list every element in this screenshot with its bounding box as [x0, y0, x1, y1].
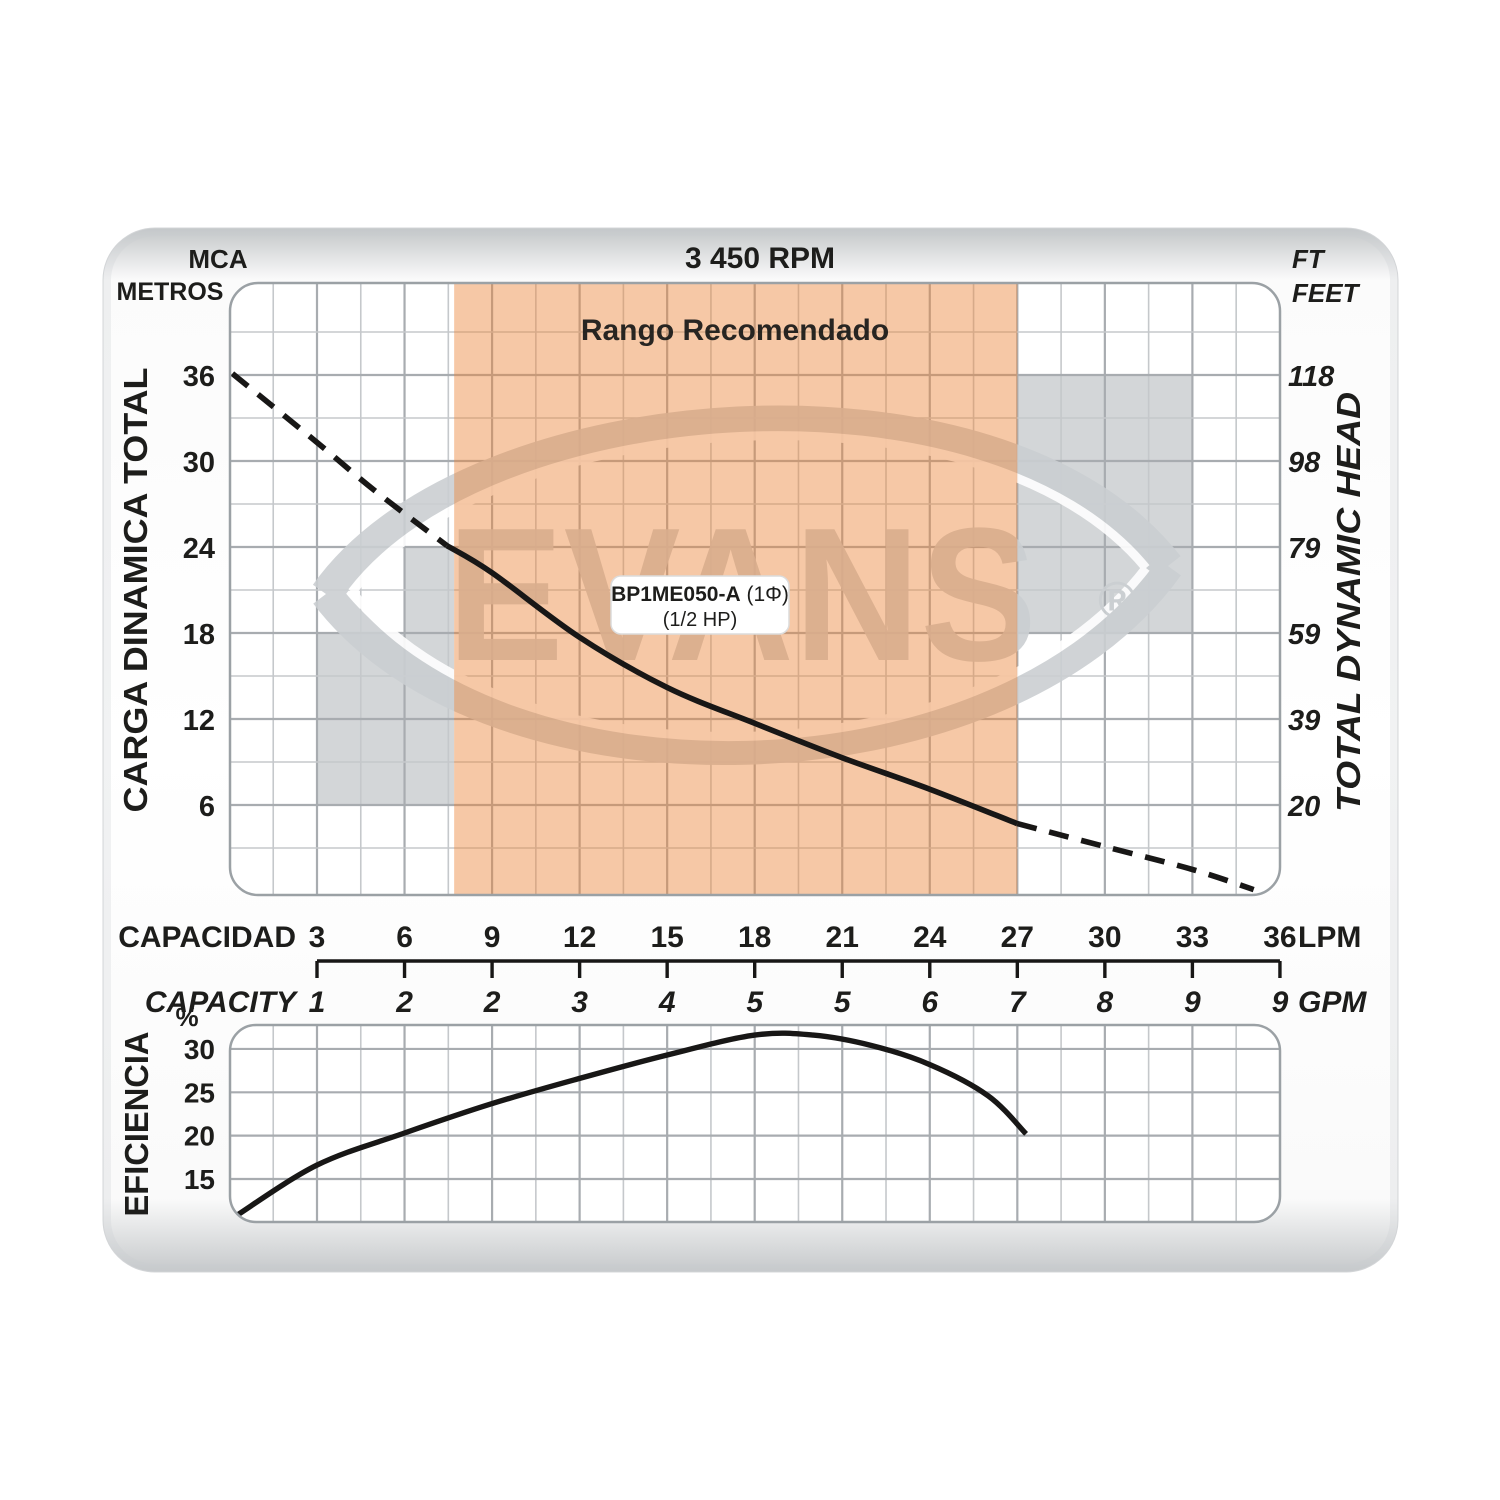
watermark-lens-white-top [348, 431, 1150, 595]
left-unit-metros: METROS [117, 278, 224, 306]
right-unit-ft: FT [1292, 244, 1326, 274]
watermark-lens-bottom-arc [313, 556, 1181, 766]
gpm-tick-label: 6 [921, 986, 938, 1019]
efficiency-tick-label: 15 [184, 1164, 215, 1195]
watermark-lens-top-arc [312, 405, 1181, 604]
gpm-tick-label: 3 [571, 986, 588, 1019]
lpm-tick-label: 36 [1263, 921, 1296, 954]
y-right-tick-label: 59 [1288, 619, 1320, 651]
model-number: BP1ME050-A [611, 583, 741, 606]
head-capacity-curve-dashed [1016, 820, 1255, 893]
lpm-tick-label: 6 [396, 921, 413, 954]
lpm-tick-label: 12 [563, 921, 596, 954]
efficiency-unit: % [175, 1002, 198, 1032]
gpm-tick-label: 8 [1097, 986, 1114, 1019]
y-left-tick-label: 30 [183, 447, 215, 479]
model-label-line2: (1/2 HP) [663, 609, 737, 631]
model-phase: (1Φ) [741, 583, 789, 606]
watermark-registered-icon: ® [1098, 572, 1136, 630]
capacity-unit-gpm: GPM [1298, 986, 1367, 1019]
head-capacity-curves [230, 371, 1255, 893]
card-inner-shade [103, 228, 1398, 1272]
right-unit-feet: FEET [1292, 278, 1361, 308]
efficiency-axis-title: EFICIENCIA [118, 1032, 155, 1217]
y-right-tick-label: 118 [1288, 361, 1335, 393]
gpm-tick-label: 5 [834, 986, 852, 1019]
lpm-tick-label: 27 [1001, 921, 1034, 954]
y-left-tick-label: 18 [183, 619, 215, 651]
model-label: BP1ME050-A (1Φ) (1/2 HP) [610, 575, 790, 635]
left-axis-tick-labels: 36 30 24 18 12 6 [183, 361, 215, 823]
gpm-tick-label: 9 [1272, 986, 1289, 1019]
efficiency-tick-label: 25 [184, 1077, 215, 1108]
capacity-label-en: CAPACITY [145, 986, 299, 1019]
y-left-tick-label: 12 [183, 705, 215, 737]
capacity-label-es: CAPACIDAD [118, 921, 296, 954]
right-axis-tick-labels: 118 98 79 59 39 20 [1287, 361, 1335, 823]
gpm-tick-label: 4 [658, 986, 676, 1019]
y-right-tick-label: 20 [1287, 791, 1320, 823]
capacity-gpm-values: 1 2 2 3 4 5 5 6 7 8 9 9 [309, 986, 1289, 1019]
y-left-tick-label: 36 [183, 361, 215, 393]
capacity-axis: CAPACIDAD CAPACITY LPM GPM 3 6 9 12 15 18 21 24… [118, 921, 1367, 1019]
y-left-tick-label: 24 [183, 533, 215, 565]
lpm-tick-label: 33 [1176, 921, 1209, 954]
lpm-tick-label: 9 [484, 921, 501, 954]
gpm-tick-label: 9 [1184, 986, 1201, 1019]
efficiency-curve [233, 1030, 1029, 1219]
left-unit-mca: MCA [188, 244, 247, 274]
left-axis-title: CARGA DINAMICA TOTAL [117, 367, 154, 812]
head-capacity-curve-solid [445, 543, 1019, 827]
capacity-axis-marks [315, 959, 1282, 978]
y-right-tick-label: 79 [1288, 533, 1320, 565]
capacity-lpm-values: 3 6 9 12 15 18 21 24 27 30 33 36 [309, 921, 1297, 954]
lpm-tick-label: 18 [738, 921, 771, 954]
watermark-lens-white-bottom [348, 565, 1150, 741]
head-capacity-curve-dashed [230, 371, 449, 548]
efficiency-tick-label: 30 [184, 1034, 215, 1065]
lpm-tick-label: 3 [309, 921, 326, 954]
y-left-tick-label: 6 [199, 791, 215, 823]
lpm-tick-label: 15 [650, 921, 683, 954]
y-right-tick-label: 98 [1288, 447, 1321, 479]
lpm-tick-label: 30 [1088, 921, 1121, 954]
efficiency-tick-label: 20 [184, 1121, 215, 1152]
efficiency-grid [230, 1025, 1280, 1222]
gpm-tick-label: 1 [309, 986, 326, 1019]
gpm-tick-label: 2 [483, 986, 501, 1019]
efficiency-tick-labels: 30 25 20 15 [184, 1034, 215, 1195]
rpm-title: 3 450 RPM [685, 242, 835, 275]
model-label-line1: BP1ME050-A (1Φ) [611, 583, 789, 606]
model-label-box [610, 575, 790, 635]
lpm-tick-label: 21 [826, 921, 859, 954]
gpm-tick-label: 7 [1009, 986, 1027, 1019]
capacity-unit-lpm: LPM [1298, 921, 1361, 954]
efficiency-curve-path [233, 1030, 1029, 1219]
gpm-tick-label: 2 [395, 986, 413, 1019]
top-chart-border [228, 281, 1282, 897]
efficiency-border [228, 1023, 1282, 1224]
lpm-tick-label: 24 [913, 921, 947, 954]
right-axis-title: TOTAL DYNAMIC HEAD [1330, 392, 1367, 812]
recommended-range-label: Rango Recomendado [581, 314, 889, 347]
gpm-tick-label: 5 [746, 986, 764, 1019]
y-right-tick-label: 39 [1288, 705, 1320, 737]
